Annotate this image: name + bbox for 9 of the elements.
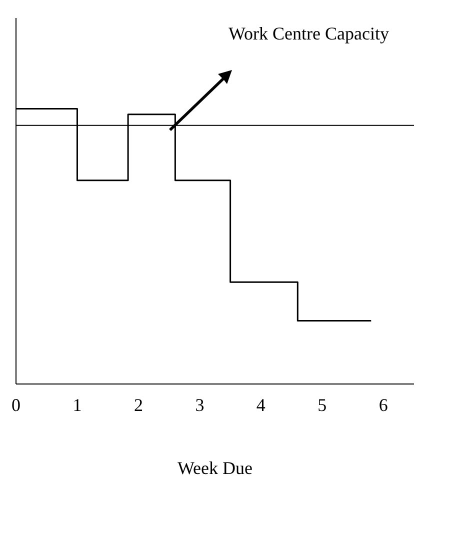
x-tick-label: 5 [318,394,327,415]
x-tick-label: 0 [12,394,20,415]
x-tick-label: 6 [378,394,388,415]
x-tick-label: 2 [134,394,143,415]
x-axis-title: Week Due [177,458,253,478]
x-tick-label: 3 [195,394,204,415]
x-tick-label: 1 [72,394,82,415]
ref-line-label: Work Centre Capacity [228,23,389,44]
x-tick-label: 4 [256,394,266,415]
